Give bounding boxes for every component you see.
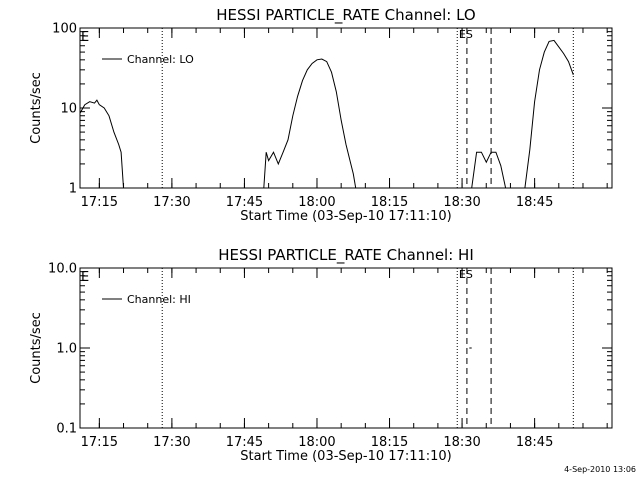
chart-1-title: HESSI PARTICLE_RATE Channel: HI [218,246,474,265]
chart-1-xtick-label-3: 18:00 [298,435,335,450]
chart-0-series-0-segment-3 [524,39,574,188]
chart-panel-lo: HESSI PARTICLE_RATE Channel: LO 1 10 100 17:… [29,6,613,224]
chart-0-series-0-segment-0 [80,99,124,188]
chart-0-marker-label: ES [459,28,473,41]
chart-0-ytick-label-2: 100 [52,22,77,37]
chart-1-xtick-label-2: 17:45 [226,435,263,450]
chart-0-xtick-label-1: 17:30 [153,195,190,210]
chart-1-ytick-label-2: 10.0 [48,262,77,277]
chart-0-series-0-segment-2 [471,151,507,188]
chart-0-series-0-segment-1 [263,58,357,188]
chart-1-corner-label: E [81,270,89,285]
chart-panel-hi: HESSI PARTICLE_RATE Channel: HI 0.1 1.0 10.… [29,246,613,464]
chart-0-xlabel: Start Time (03-Sep-10 17:11:10) [240,209,451,224]
chart-0-xtick-label-4: 18:15 [371,195,408,210]
chart-0-frame [79,27,613,189]
chart-1-xtick-label-1: 17:30 [153,435,190,450]
chart-0-xtick-label-6: 18:45 [516,195,553,210]
chart-0-corner-label: E [81,30,89,45]
chart-1-ylabel: Counts/sec [29,312,44,384]
chart-1-frame [79,267,613,429]
chart-0-ytick-label-0: 1 [69,182,77,197]
chart-1-legend-label: Channel: HI [127,293,191,306]
chart-1-ytick-label-1: 1.0 [56,342,77,357]
chart-0-legend-label: Channel: LO [127,53,194,66]
chart-0-xtick-label-3: 18:00 [298,195,335,210]
chart-0-xtick-label-5: 18:30 [443,195,480,210]
chart-1-ytick-label-0: 0.1 [56,422,77,437]
chart-0-title: HESSI PARTICLE_RATE Channel: LO [216,6,475,25]
chart-1-marker-label: ES [459,268,473,281]
chart-1-xtick-label-0: 17:15 [81,435,118,450]
chart-1-xtick-label-6: 18:45 [516,435,553,450]
chart-0-xtick-label-0: 17:15 [81,195,118,210]
chart-0-xtick-label-2: 17:45 [226,195,263,210]
chart-1-xtick-label-4: 18:15 [371,435,408,450]
chart-0-ylabel: Counts/sec [29,72,44,144]
footer-timestamp: 4-Sep-2010 13:06 [564,465,636,474]
chart-0-ytick-label-1: 10 [60,102,77,117]
chart-1-xtick-label-5: 18:30 [443,435,480,450]
chart-1-xlabel: Start Time (03-Sep-10 17:11:10) [240,449,451,464]
